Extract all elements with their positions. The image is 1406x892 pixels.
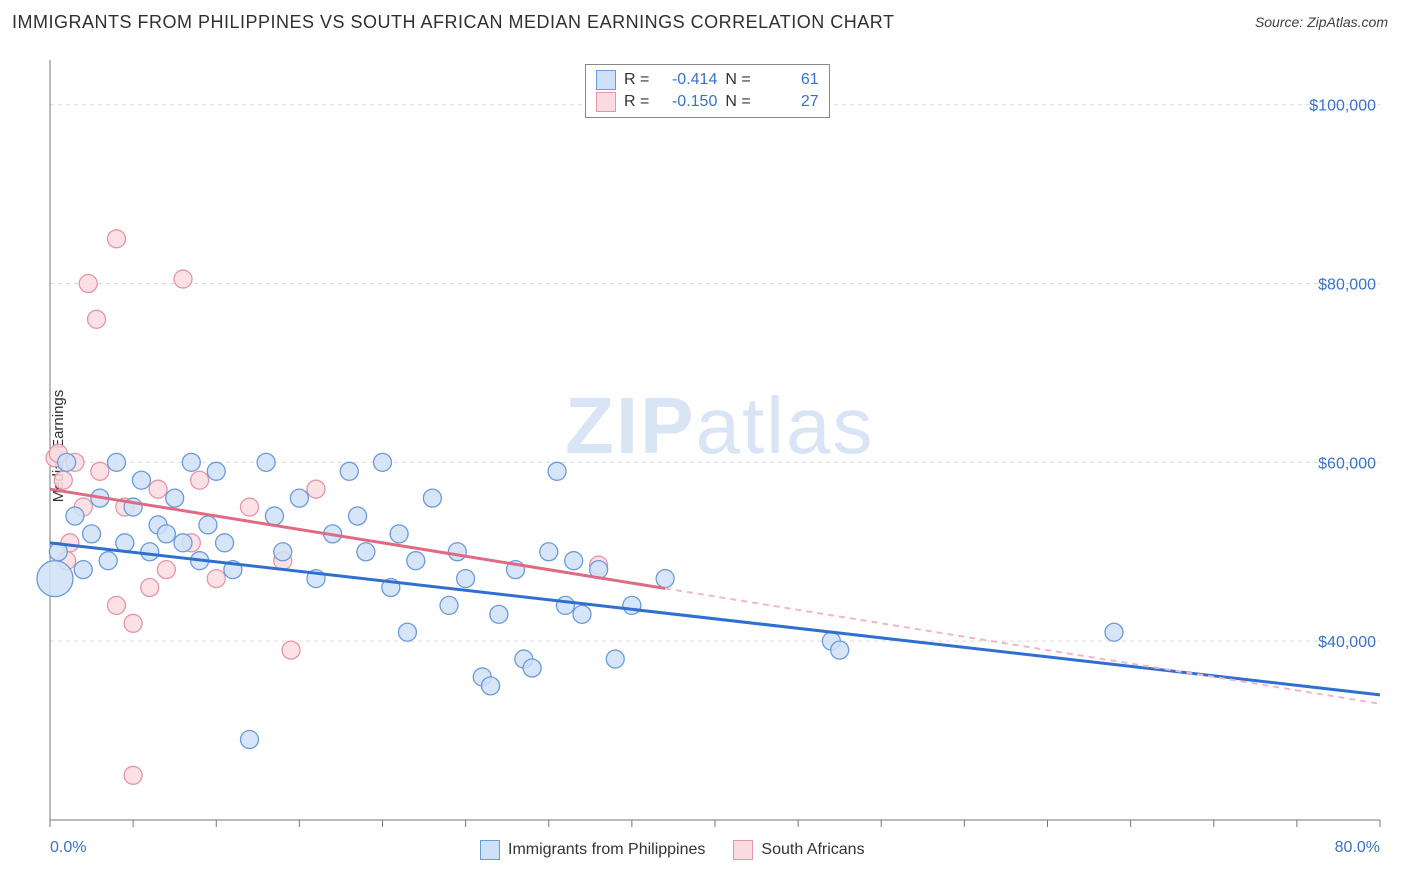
legend-bottom: Immigrants from Philippines South Africa… [480,840,865,860]
legend-r-label: R = [624,71,649,89]
legend-item: South Africans [733,840,864,860]
svg-text:80.0%: 80.0% [1335,839,1380,856]
legend-r-value: -0.414 [657,71,717,89]
svg-text:0.0%: 0.0% [50,839,86,856]
legend-stats-box: R = -0.414 N = 61 R = -0.150 N = 27 [585,64,830,118]
legend-n-value: 27 [759,93,819,111]
legend-stats-row: R = -0.150 N = 27 [596,91,819,113]
legend-label: South Africans [761,841,864,858]
legend-r-label: R = [624,93,649,111]
legend-item: Immigrants from Philippines [480,840,705,860]
legend-stats-row: R = -0.414 N = 61 [596,69,819,91]
svg-text:$60,000: $60,000 [1318,455,1376,472]
legend-swatch [596,70,616,90]
correlation-chart: $40,000 $60,000 $80,000 $100,000 0.0% 80.0% [0,0,1406,892]
legend-swatch [596,92,616,112]
svg-text:$80,000: $80,000 [1318,277,1376,294]
legend-swatch [733,840,753,860]
legend-n-label: N = [725,93,750,111]
svg-text:$100,000: $100,000 [1309,98,1376,115]
legend-n-label: N = [725,71,750,89]
legend-swatch [480,840,500,860]
svg-text:$40,000: $40,000 [1318,634,1376,651]
legend-r-value: -0.150 [657,93,717,111]
legend-n-value: 61 [759,71,819,89]
legend-label: Immigrants from Philippines [508,841,705,858]
